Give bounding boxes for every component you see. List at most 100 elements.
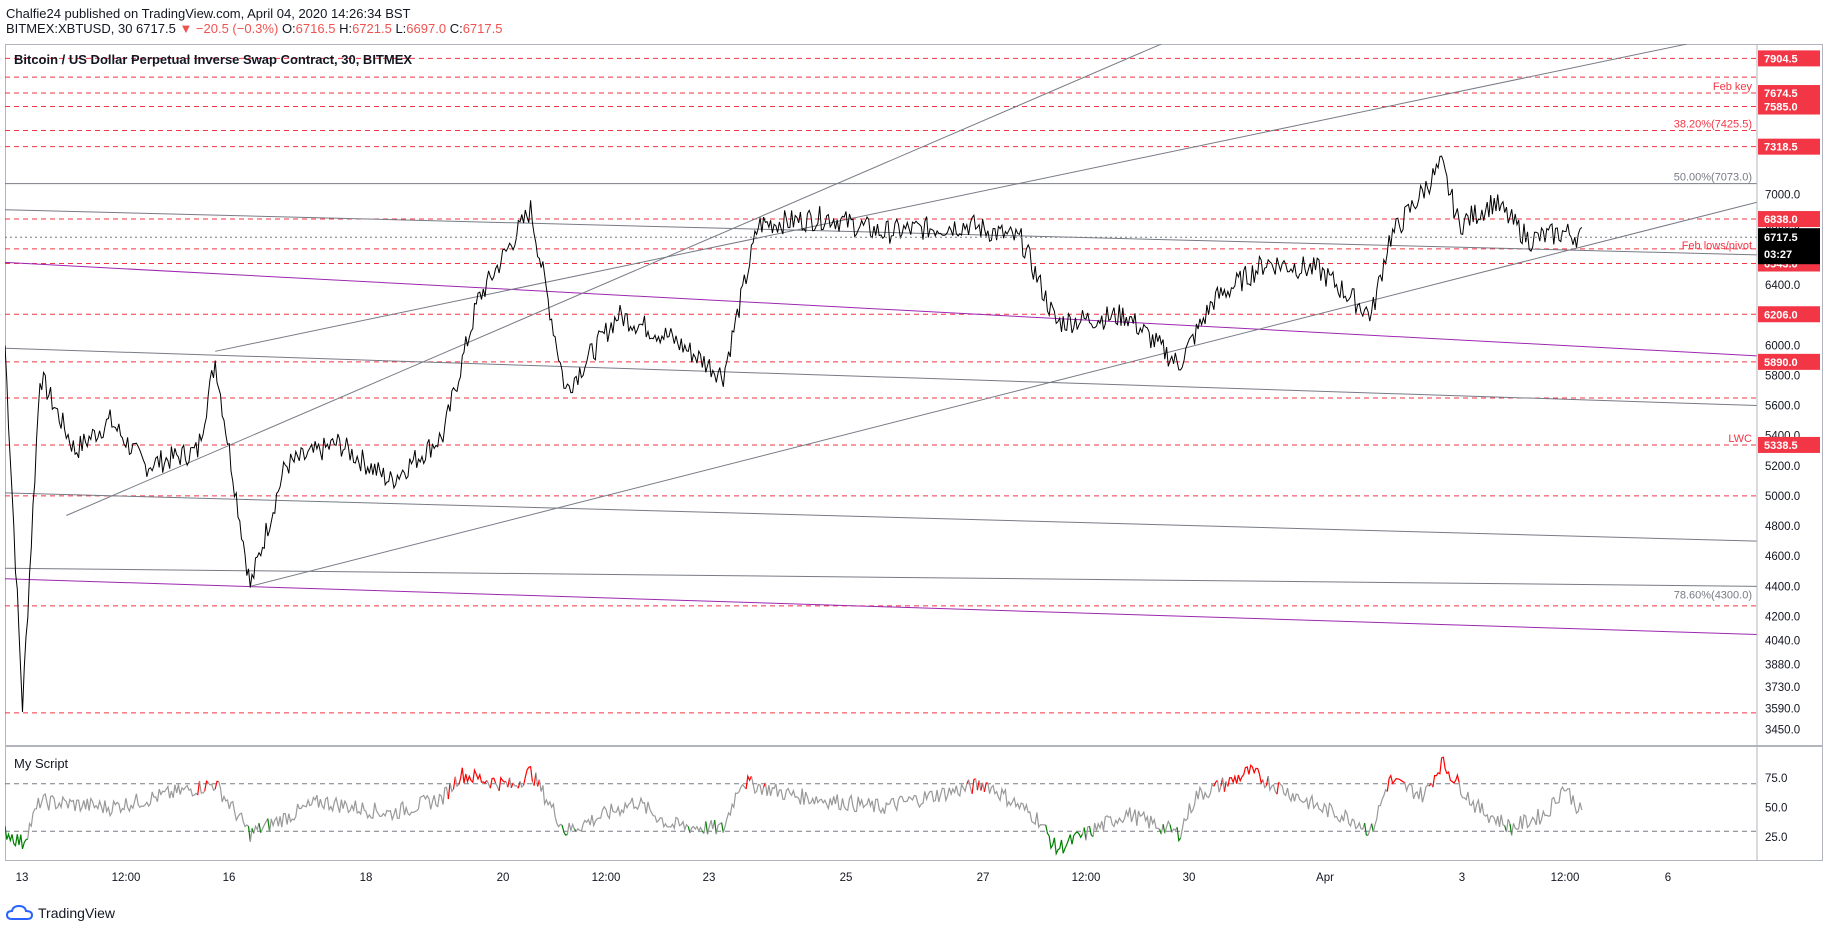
osc-series: [517, 781, 521, 789]
x-tick-label: 12:00: [1551, 872, 1580, 884]
osc-series: [1458, 782, 1505, 827]
osc-series: [258, 823, 262, 834]
trendline: [66, 44, 1162, 516]
x-tick-label: 27: [977, 872, 990, 884]
osc-series: [1162, 824, 1166, 834]
y-tick-label: 4400.0: [1765, 581, 1800, 593]
indicator-pane[interactable]: [5, 746, 1823, 861]
osc-series: [5, 826, 29, 850]
osc-series: [510, 782, 514, 789]
osc-series: [495, 782, 500, 792]
osc-series: [512, 782, 519, 789]
trendline: [215, 44, 1688, 352]
osc-series: [764, 782, 968, 815]
osc-series: [707, 819, 716, 835]
trendline: [5, 492, 1757, 542]
osc-series: [1278, 781, 1366, 830]
osc-series: [745, 774, 752, 790]
osc-series: [1160, 824, 1164, 835]
y-tick-label: 3590.0: [1765, 703, 1800, 715]
osc-series: [523, 765, 533, 786]
osc-series: [1364, 822, 1369, 836]
osc-series: [705, 821, 709, 835]
osc-series: [509, 777, 512, 788]
osc-series: [971, 778, 976, 794]
x-tick-label: 12:00: [1072, 872, 1101, 884]
osc-series: [458, 767, 488, 785]
x-tick-label: 12:00: [112, 872, 141, 884]
pivot-note: Feb lows/pivot: [1682, 240, 1752, 252]
symbol-label: BITMEX:XBTUSD, 30: [6, 21, 133, 36]
osc-tick-label: 25.0: [1765, 832, 1787, 844]
y-tick-label: 4800.0: [1765, 521, 1800, 533]
fib-note: 78.60%(4300.0): [1674, 589, 1752, 601]
osc-series: [1372, 788, 1388, 833]
osc-series: [1088, 826, 1094, 838]
osc-series: [987, 782, 1046, 829]
osc-series: [218, 781, 249, 828]
level-badge: [1758, 353, 1820, 370]
indicator-title: My Script: [14, 756, 69, 771]
y-tick-label: 3880.0: [1765, 660, 1800, 672]
osc-series: [452, 776, 456, 790]
trendline: [5, 209, 1757, 256]
osc-series: [1511, 785, 1583, 836]
level-badge-label: 7674.5: [1764, 88, 1798, 100]
y-tick-label: 5200.0: [1765, 461, 1800, 473]
level-badge-label: 5890.0: [1764, 357, 1798, 369]
x-tick-label: 3: [1459, 872, 1465, 884]
osc-series: [454, 776, 460, 788]
footer-brand: TradingView: [38, 905, 116, 921]
osc-series: [1227, 764, 1264, 787]
current-price-label: 6717.5: [1764, 232, 1798, 244]
osc-series: [1092, 807, 1160, 837]
osc-series: [519, 781, 525, 789]
osc-series: [204, 780, 209, 792]
level-badge-label: 6206.0: [1764, 309, 1798, 321]
level-badge: [1758, 98, 1820, 115]
osc-series: [1386, 773, 1406, 792]
close-label: C:: [449, 21, 463, 36]
osc-series: [975, 778, 978, 791]
osc-series: [260, 818, 269, 834]
osc-series: [1169, 824, 1173, 833]
osc-series: [269, 786, 449, 832]
x-tick-label: 12:00: [592, 872, 621, 884]
osc-series: [722, 783, 747, 833]
trendline: [250, 201, 1757, 587]
osc-series: [1222, 777, 1225, 792]
close-value: 6717.5: [462, 21, 503, 36]
trendline: [5, 567, 1757, 587]
y-tick-label: 5000.0: [1765, 491, 1800, 503]
x-tick-label: 30: [1183, 872, 1196, 884]
level-badge: [1758, 436, 1820, 453]
y-tick-label: 6000.0: [1765, 340, 1800, 352]
osc-series: [689, 825, 703, 834]
tradingview-logo[interactable]: TradingView: [6, 905, 115, 921]
y-tick-label: 3730.0: [1765, 682, 1800, 694]
level-badge-label: 7904.5: [1764, 53, 1798, 65]
osc-series: [1045, 824, 1084, 856]
y-tick-label: 4200.0: [1765, 611, 1800, 623]
osc-series: [978, 780, 982, 791]
price-change: ▼ −20.5 (−0.3%): [179, 21, 279, 36]
x-tick-label: 18: [360, 872, 373, 884]
y-tick-label: 6400.0: [1765, 280, 1800, 292]
x-tick-label: 25: [840, 872, 853, 884]
level-badge: [1758, 306, 1820, 323]
price-series: [5, 155, 1583, 713]
osc-series: [27, 784, 199, 839]
osc-series: [1276, 781, 1280, 795]
osc-series: [1216, 780, 1222, 793]
osc-series: [1223, 781, 1227, 792]
level-badge-label: 7318.5: [1764, 142, 1798, 154]
osc-series: [207, 782, 216, 792]
osc-series: [687, 826, 691, 834]
countdown-label: 03:27: [1764, 249, 1792, 261]
y-tick-label: 3450.0: [1765, 724, 1800, 736]
level-note: LWC: [1728, 433, 1752, 445]
osc-series: [197, 780, 201, 796]
osc-series: [575, 796, 689, 832]
price-pane[interactable]: [5, 44, 1823, 746]
